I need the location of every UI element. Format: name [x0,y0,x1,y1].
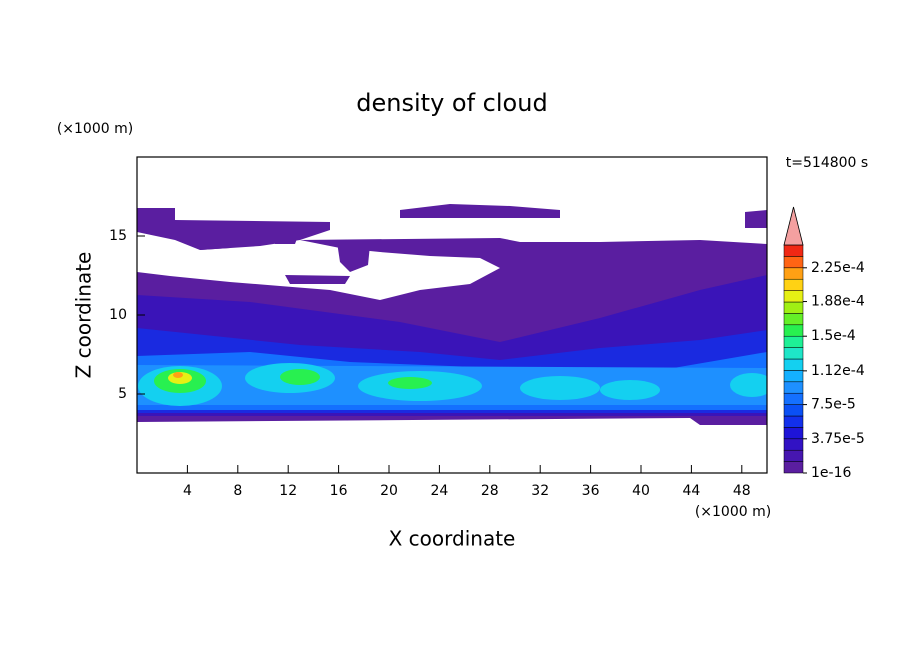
colorbar-band [783,370,804,383]
x-unit: (×1000 m) [695,504,771,520]
y-axis-label: Z coordinate [72,252,96,379]
colorbar-band [783,415,804,428]
colorbar-band [783,427,804,440]
x-axis-label: X coordinate [389,527,516,551]
colorbar-label: 1.88e-4 [811,294,865,310]
colorbar-band [783,301,804,314]
x-tick-label: 36 [582,483,600,499]
colorbar-band [783,267,804,280]
colorbar-band [783,358,804,371]
colorbar-band [783,290,804,303]
colorbar-band [783,244,804,257]
colorbar-band [783,404,804,417]
colorbar-label: 3.75e-5 [811,431,865,447]
x-tick-label: 12 [279,483,297,499]
contour-field [137,204,767,425]
colorbar-band [783,256,804,269]
x-tick-label: 32 [531,483,549,499]
chart-title: density of cloud [356,89,547,117]
x-tick-label: 28 [481,483,499,499]
y-tick-label: 15 [109,228,127,244]
colorbar-band [783,278,804,291]
x-tick-label: 44 [682,483,700,499]
colorbar-label: 2.25e-4 [811,260,865,276]
x-tick-label: 48 [733,483,751,499]
colorbar-label: 1.12e-4 [811,363,865,379]
y-unit: (×1000 m) [57,121,133,137]
colorbar-band [783,461,804,474]
x-tick-label: 4 [183,483,192,499]
colorbar-extend [783,206,804,246]
colorbar-band [783,335,804,348]
colorbar-band [783,313,804,326]
x-tick-label: 16 [330,483,348,499]
colorbar-label: 1e-16 [811,465,851,481]
time-label: t=514800 s [786,155,868,171]
colorbar-band [783,392,804,405]
x-tick-label: 24 [430,483,448,499]
colorbar-label: 1.5e-4 [811,328,856,344]
y-tick-label: 5 [118,386,127,402]
y-tick-label: 10 [109,307,127,323]
colorbar-band [783,438,804,451]
x-tick-label: 20 [380,483,398,499]
colorbar-label: 7.5e-5 [811,397,856,413]
x-tick-label: 8 [233,483,242,499]
colorbar-band [783,347,804,360]
colorbar-band [783,381,804,394]
x-tick-label: 40 [632,483,650,499]
colorbar-band [783,324,804,337]
colorbar-band [783,449,804,462]
